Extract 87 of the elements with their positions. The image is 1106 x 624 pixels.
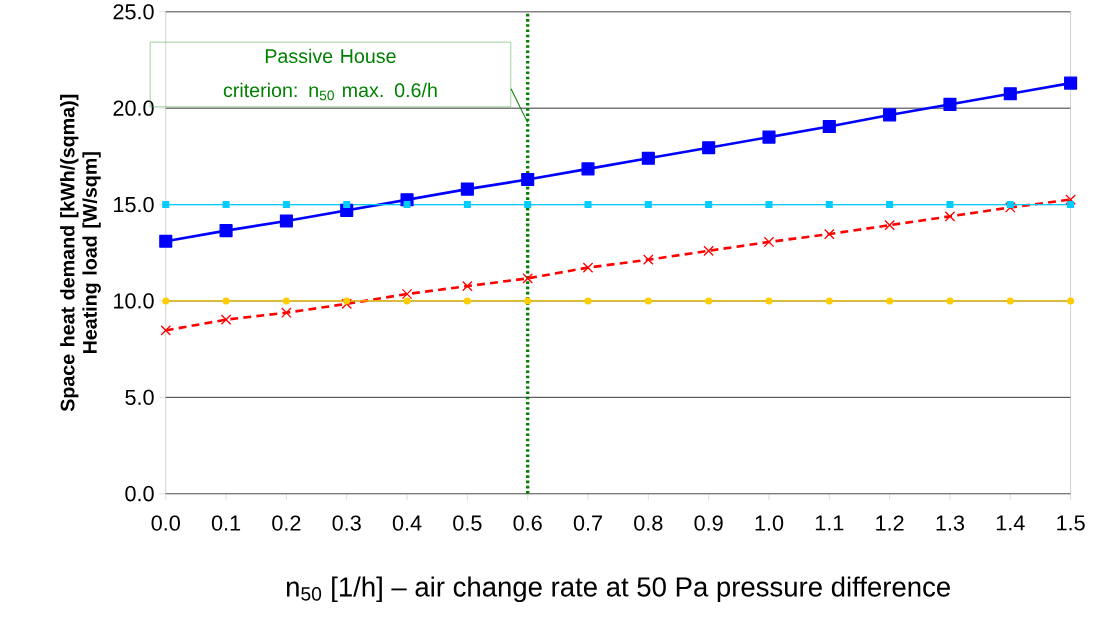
point bbox=[644, 297, 652, 305]
point bbox=[705, 201, 713, 209]
x-tick-label: 1.1 bbox=[815, 515, 844, 531]
point bbox=[463, 297, 471, 305]
point bbox=[702, 141, 716, 155]
point bbox=[584, 297, 592, 305]
point bbox=[643, 254, 654, 266]
point bbox=[281, 307, 292, 319]
y-tick-label: 15.0 bbox=[114, 197, 154, 213]
point bbox=[1064, 76, 1078, 90]
point bbox=[763, 236, 775, 248]
point bbox=[1004, 202, 1016, 213]
point bbox=[762, 130, 776, 144]
point bbox=[341, 298, 353, 310]
point bbox=[884, 220, 895, 231]
point bbox=[463, 201, 471, 209]
x-tick-label: 0.2 bbox=[272, 515, 301, 531]
y-tick-label: 25.0 bbox=[113, 4, 154, 20]
point bbox=[582, 262, 594, 274]
point bbox=[705, 297, 713, 305]
point bbox=[1067, 297, 1075, 305]
annotation: Passive House criterion: n$_{50}$ max. 0.6/h bbox=[223, 48, 437, 101]
point bbox=[343, 297, 351, 305]
x-tick-label: 1.4 bbox=[996, 515, 1025, 531]
point bbox=[162, 297, 170, 305]
y-axis-title: Space heat demand [kWh/(sqma)] Heating load [W/sqm] bbox=[60, 95, 101, 412]
point bbox=[219, 224, 233, 238]
point bbox=[584, 201, 592, 209]
x-tick-label: 0.5 bbox=[453, 515, 482, 531]
point bbox=[524, 297, 532, 305]
x-tick-label: 1.5 bbox=[1057, 515, 1085, 531]
y-tick-label: 20.0 bbox=[113, 100, 154, 117]
point bbox=[946, 297, 954, 305]
x-tick-label: 0.3 bbox=[332, 515, 361, 531]
point bbox=[765, 201, 773, 209]
point bbox=[1006, 297, 1014, 305]
point bbox=[1006, 201, 1014, 209]
point bbox=[159, 234, 173, 248]
point bbox=[462, 281, 473, 292]
point bbox=[883, 108, 897, 122]
point bbox=[822, 120, 836, 134]
point bbox=[524, 201, 532, 209]
x-tick-label: 0.4 bbox=[392, 515, 422, 531]
point bbox=[644, 201, 652, 209]
point bbox=[1067, 201, 1075, 209]
point bbox=[403, 297, 411, 305]
point bbox=[886, 201, 894, 209]
x-tick-label: 1.0 bbox=[755, 515, 784, 531]
x-axis-title: n$_{50}$ [1/h] – air change rate at 50 Pa pressure difference bbox=[286, 576, 950, 603]
point bbox=[220, 314, 232, 326]
point bbox=[460, 182, 474, 196]
point bbox=[825, 297, 833, 305]
x-tick-label: 1.3 bbox=[936, 515, 965, 531]
point bbox=[222, 201, 230, 209]
point bbox=[825, 201, 833, 209]
point bbox=[944, 211, 956, 222]
x-tick-label: 1.2 bbox=[876, 515, 904, 531]
point bbox=[401, 288, 413, 300]
point bbox=[1003, 87, 1017, 101]
point bbox=[522, 273, 533, 284]
point bbox=[343, 201, 351, 209]
point bbox=[641, 151, 655, 166]
point bbox=[521, 173, 535, 187]
point bbox=[581, 162, 595, 176]
y-tick-label: 5.0 bbox=[125, 389, 154, 406]
point bbox=[160, 325, 172, 336]
x-tick-label: 0.1 bbox=[211, 515, 241, 531]
y-tick-label: 0.0 bbox=[125, 486, 154, 502]
x-tick-label: 0.7 bbox=[573, 515, 602, 531]
point bbox=[403, 201, 411, 209]
x-tick-label: 0.8 bbox=[634, 515, 663, 531]
y-tick-label: 10.0 bbox=[114, 293, 154, 309]
point bbox=[1065, 194, 1076, 206]
point bbox=[703, 245, 714, 257]
x-tick-label: 0.0 bbox=[151, 515, 180, 531]
point bbox=[946, 201, 954, 209]
point bbox=[279, 214, 293, 228]
point bbox=[824, 228, 835, 240]
x-tick-label: 0.9 bbox=[694, 515, 723, 531]
point bbox=[282, 297, 290, 305]
point bbox=[765, 297, 773, 305]
x-tick-label: 0.6 bbox=[513, 515, 542, 531]
point bbox=[886, 297, 894, 305]
point bbox=[222, 297, 230, 305]
point bbox=[943, 97, 957, 112]
point bbox=[162, 201, 170, 209]
point bbox=[282, 201, 290, 209]
